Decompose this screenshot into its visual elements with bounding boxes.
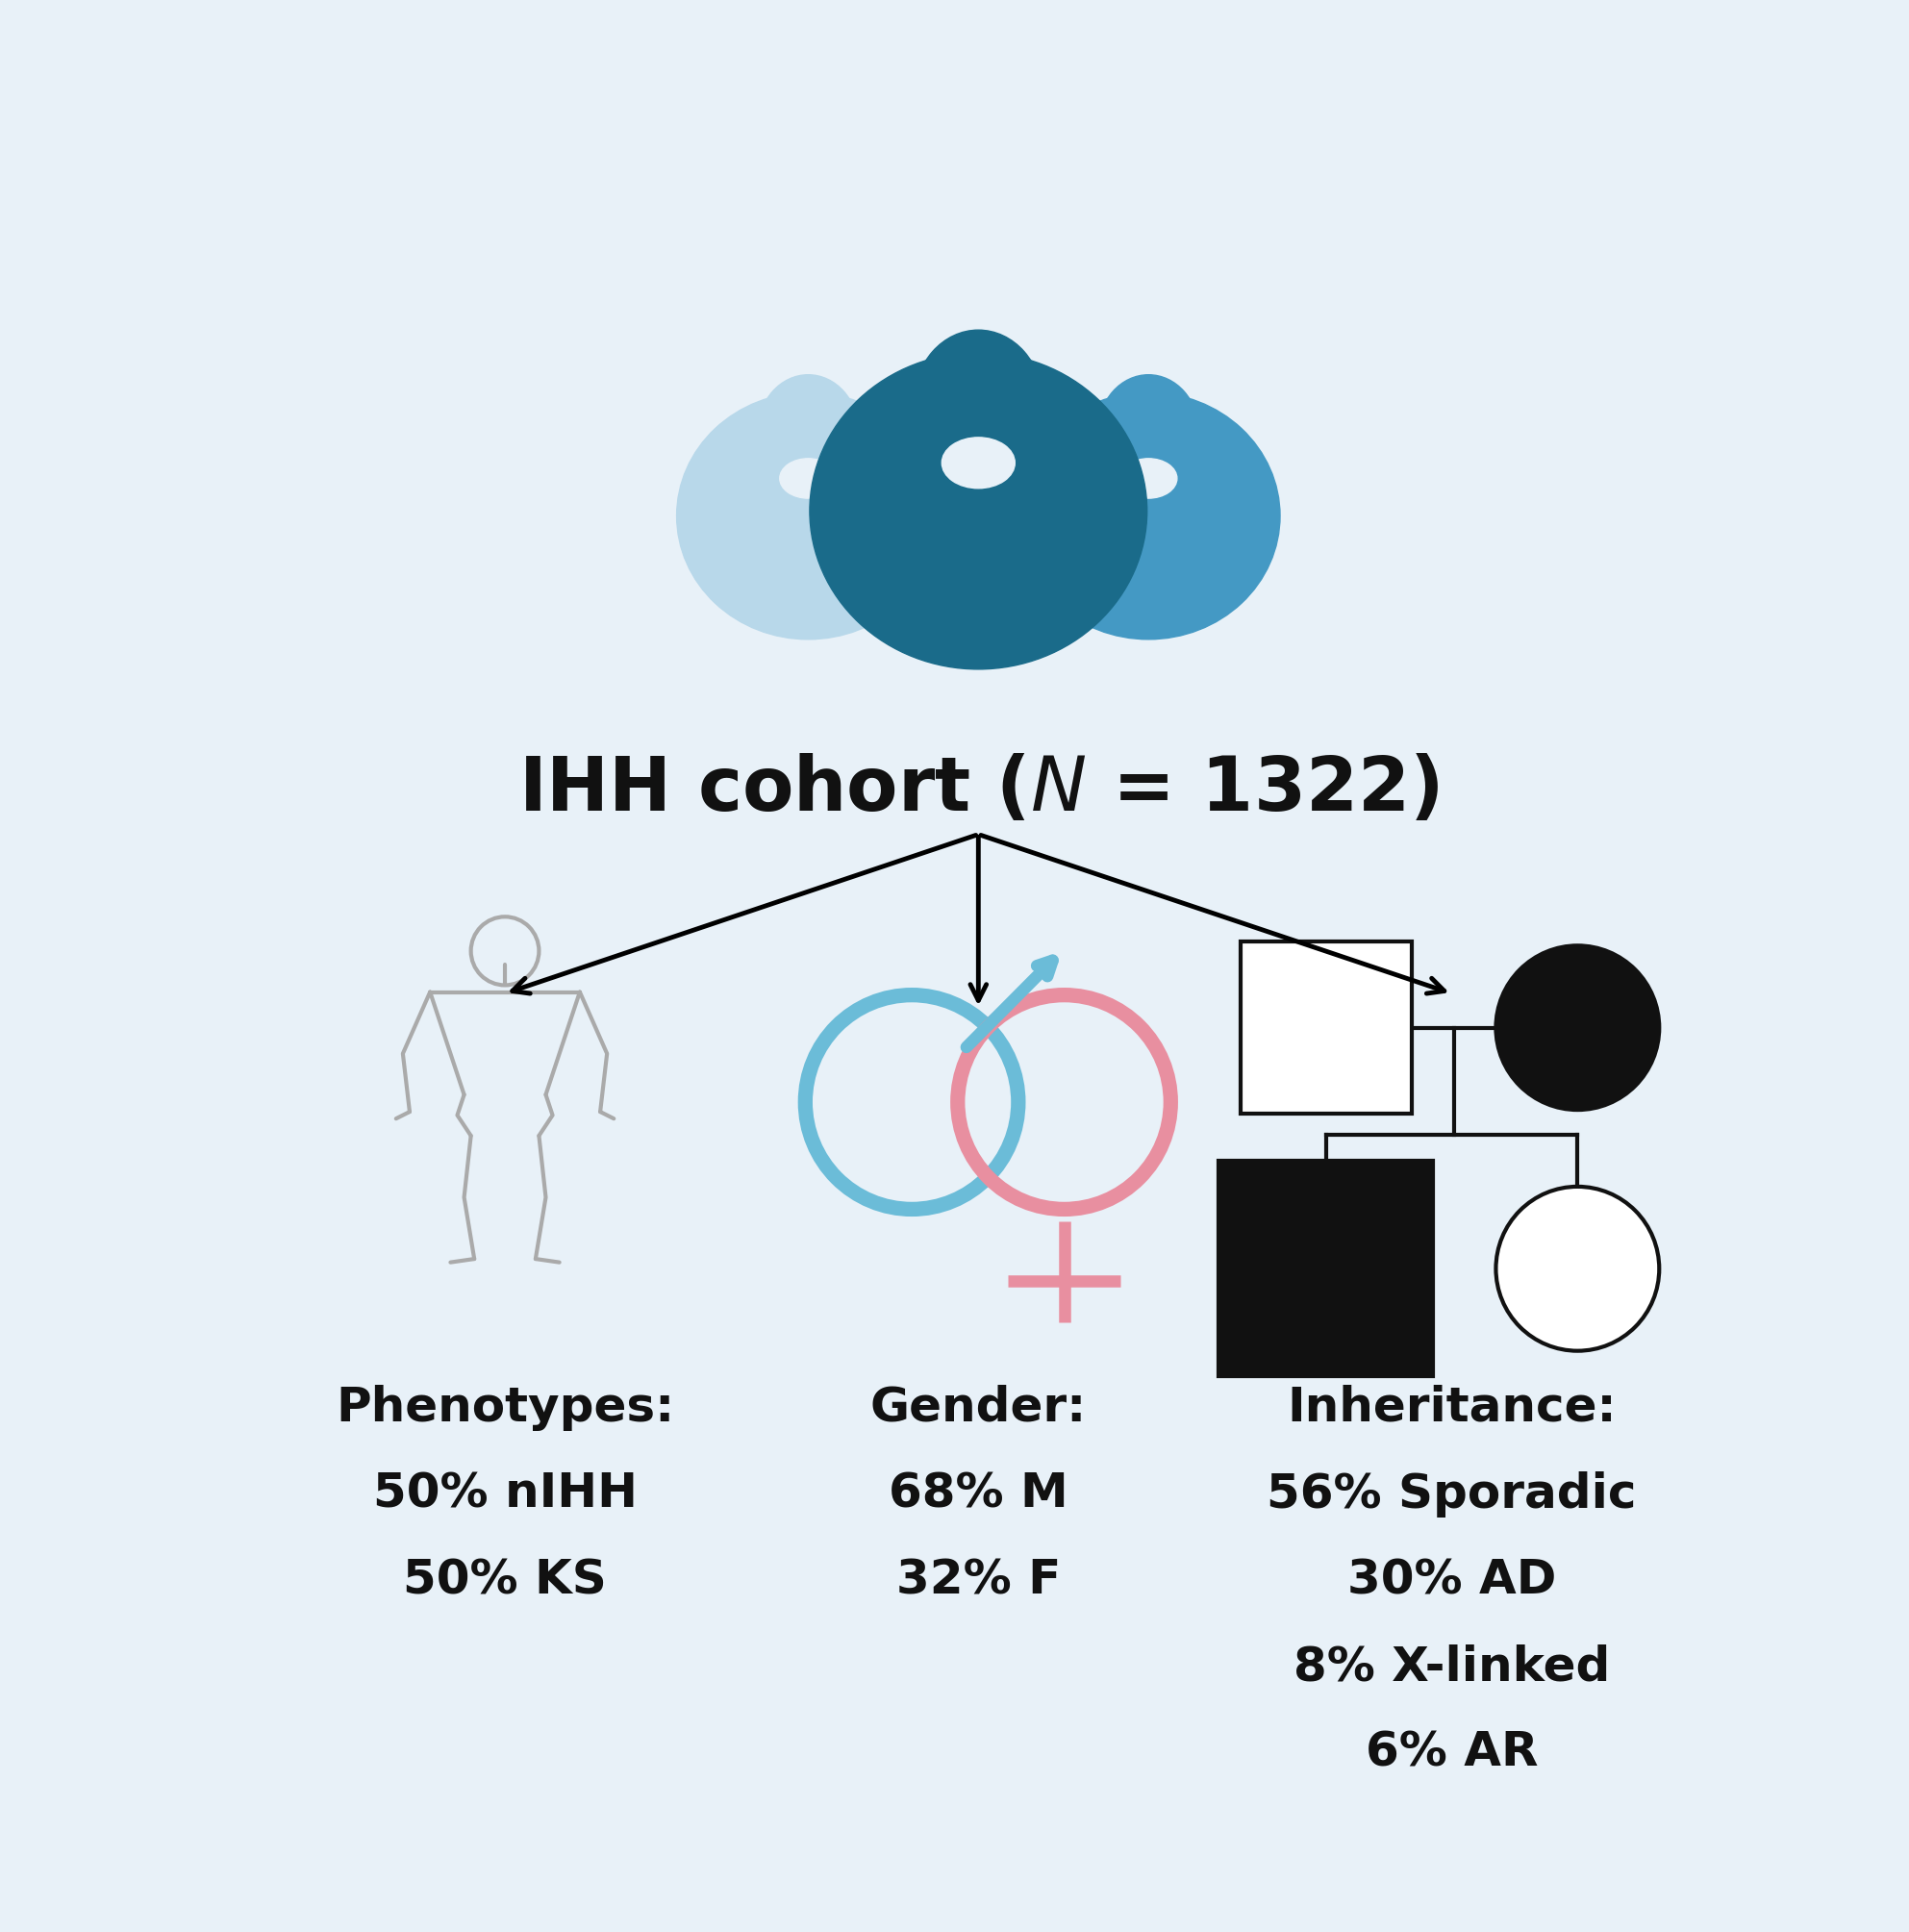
Ellipse shape: [941, 437, 1016, 489]
Ellipse shape: [809, 354, 1147, 668]
Bar: [1241, 941, 1413, 1115]
Text: IHH cohort ($\it{N}$ = 1322): IHH cohort ($\it{N}$ = 1322): [517, 753, 1439, 827]
Text: 8% X-linked: 8% X-linked: [1294, 1644, 1609, 1690]
Text: 56% Sporadic: 56% Sporadic: [1268, 1470, 1636, 1517]
Ellipse shape: [1121, 458, 1178, 498]
Bar: [1218, 1161, 1434, 1378]
Text: 50% nIHH: 50% nIHH: [372, 1470, 638, 1517]
Text: 32% F: 32% F: [895, 1557, 1061, 1604]
Ellipse shape: [1098, 375, 1199, 489]
Text: Inheritance:: Inheritance:: [1287, 1385, 1617, 1432]
Text: Gender:: Gender:: [871, 1385, 1086, 1432]
Ellipse shape: [914, 330, 1042, 477]
Text: 68% M: 68% M: [888, 1470, 1069, 1517]
Ellipse shape: [758, 375, 859, 489]
Circle shape: [1497, 1186, 1659, 1350]
Text: Phenotypes:: Phenotypes:: [336, 1385, 674, 1432]
Ellipse shape: [779, 458, 836, 498]
Text: 6% AR: 6% AR: [1365, 1729, 1539, 1776]
Ellipse shape: [676, 392, 939, 639]
Circle shape: [1497, 945, 1659, 1109]
Text: 30% AD: 30% AD: [1348, 1557, 1556, 1604]
Ellipse shape: [1017, 392, 1281, 639]
Text: 50% KS: 50% KS: [403, 1557, 607, 1604]
